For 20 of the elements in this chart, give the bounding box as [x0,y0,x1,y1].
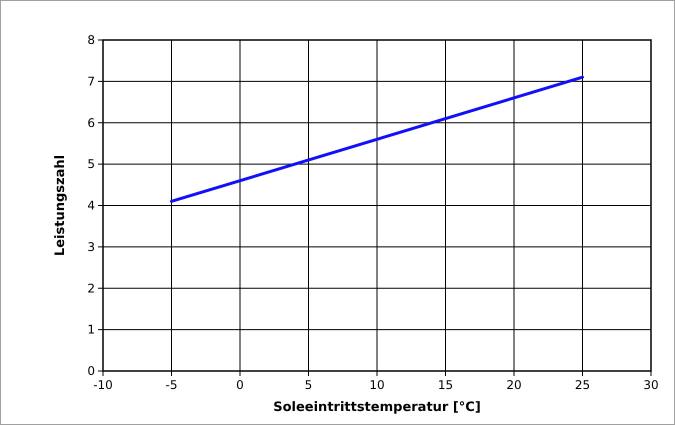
x-tick-label: -10 [93,378,113,392]
y-tick-label: 1 [87,322,95,337]
y-tick-label: 0 [87,364,95,378]
y-axis-title: Leistungszahl [53,154,68,256]
x-tick-label: 10 [369,378,385,392]
y-tick-label: 8 [87,33,95,47]
y-tick-label: 5 [87,157,95,172]
x-tick-label: 15 [438,378,454,392]
y-tick-label: 3 [87,240,95,254]
y-tick-label: 4 [87,198,95,212]
x-tick-label: 0 [236,378,244,392]
x-tick-label: -5 [166,378,178,392]
y-tick-label: 6 [87,116,95,130]
x-tick-label: 25 [574,378,590,392]
y-tick-label: 7 [87,74,95,88]
x-tick-label: 30 [643,378,659,392]
x-tick-label: 5 [304,378,312,392]
x-axis-title: Soleeintrittstemperatur [°C] [273,400,481,415]
y-tick-label: 2 [87,281,95,296]
x-tick-label: 20 [506,378,522,392]
